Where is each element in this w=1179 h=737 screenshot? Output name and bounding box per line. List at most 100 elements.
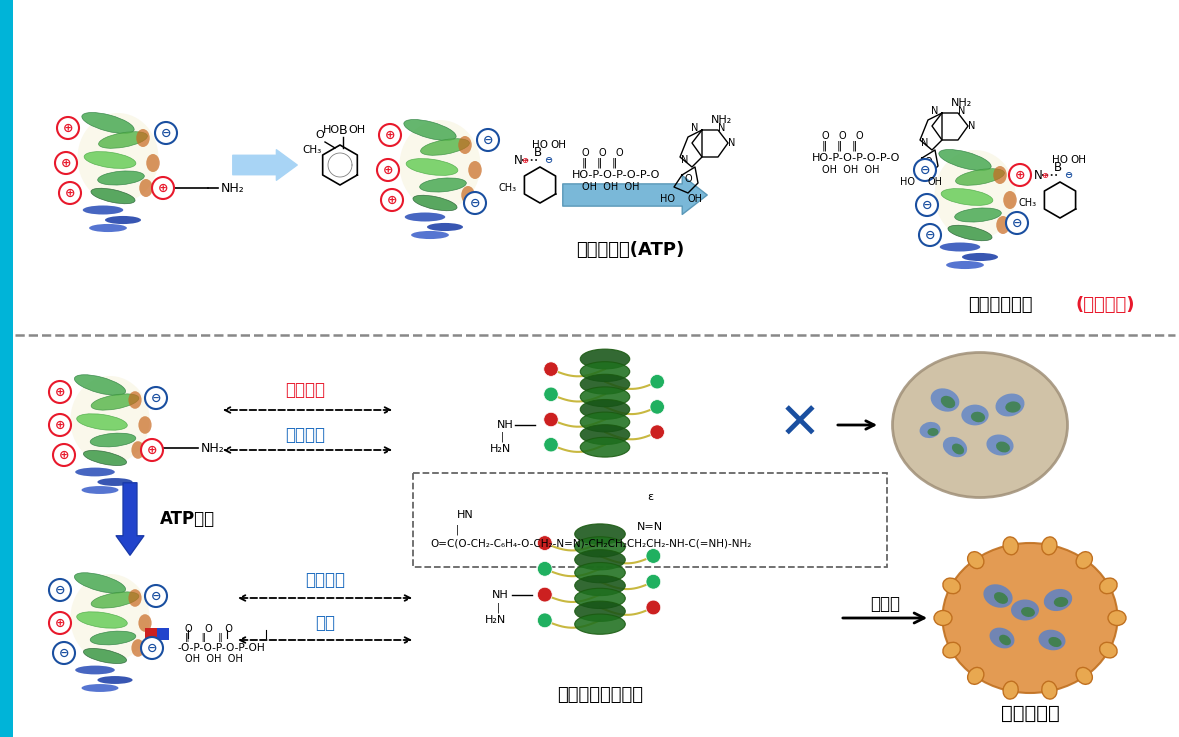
Text: HO: HO <box>1052 155 1068 165</box>
Ellipse shape <box>421 139 469 156</box>
Ellipse shape <box>1039 629 1066 650</box>
Text: N: N <box>959 106 966 116</box>
Text: 静电吸引: 静电吸引 <box>305 571 345 589</box>
Ellipse shape <box>91 592 139 608</box>
Ellipse shape <box>404 119 456 141</box>
Text: NH₂: NH₂ <box>711 115 732 125</box>
Ellipse shape <box>946 261 984 269</box>
Ellipse shape <box>74 374 126 395</box>
Text: ⊖: ⊖ <box>920 164 930 176</box>
Text: 静电吸引: 静电吸引 <box>285 426 325 444</box>
Ellipse shape <box>75 467 114 476</box>
Circle shape <box>377 159 399 181</box>
Text: ⊖: ⊖ <box>54 584 65 596</box>
Text: HO-P-O-P-O-P-O: HO-P-O-P-O-P-O <box>812 153 901 163</box>
Ellipse shape <box>413 195 457 211</box>
Ellipse shape <box>77 612 127 628</box>
Ellipse shape <box>411 231 449 239</box>
Text: N: N <box>931 106 938 116</box>
Text: 盐桥: 盐桥 <box>315 614 335 632</box>
Ellipse shape <box>131 639 145 657</box>
Text: ‖    ‖    ‖: ‖ ‖ ‖ <box>185 634 223 643</box>
Circle shape <box>50 381 71 403</box>
Text: ⊕: ⊕ <box>62 122 73 134</box>
Text: HO: HO <box>660 194 676 204</box>
Ellipse shape <box>968 552 983 568</box>
Circle shape <box>646 600 660 615</box>
Text: ⊕: ⊕ <box>65 186 75 200</box>
Text: N: N <box>691 123 699 133</box>
Ellipse shape <box>74 573 126 593</box>
Ellipse shape <box>146 154 159 172</box>
Text: ✕: ✕ <box>779 401 821 449</box>
Ellipse shape <box>940 242 980 251</box>
Circle shape <box>381 189 403 211</box>
Bar <box>0 0 13 737</box>
Ellipse shape <box>934 610 951 626</box>
Circle shape <box>650 399 665 414</box>
Circle shape <box>57 117 79 139</box>
Text: 三磷酸腺苷(ATP): 三磷酸腺苷(ATP) <box>575 241 684 259</box>
Circle shape <box>477 129 499 151</box>
Text: O: O <box>924 157 931 167</box>
Text: ⊕: ⊕ <box>59 449 70 461</box>
Text: O   O   O: O O O <box>822 131 864 141</box>
Text: HO-P-O-P-O-P-O: HO-P-O-P-O-P-O <box>572 170 660 180</box>
Text: CH₃: CH₃ <box>302 145 322 155</box>
Text: OH: OH <box>687 194 703 204</box>
Ellipse shape <box>427 223 463 231</box>
Text: (强负电荷): (强负电荷) <box>1075 296 1134 314</box>
Ellipse shape <box>98 478 132 486</box>
Ellipse shape <box>968 668 983 684</box>
Ellipse shape <box>580 412 630 432</box>
Text: OH  OH  OH: OH OH OH <box>822 165 880 175</box>
Circle shape <box>141 637 163 659</box>
Text: ATP修饰: ATP修饰 <box>160 510 215 528</box>
Circle shape <box>918 224 941 246</box>
Circle shape <box>650 425 665 439</box>
Ellipse shape <box>406 158 457 175</box>
Text: -O-P-O-P-O-P-OH: -O-P-O-P-O-P-OH <box>177 643 265 654</box>
Text: ⊖: ⊖ <box>151 590 162 603</box>
Text: ⊖: ⊖ <box>59 646 70 660</box>
Circle shape <box>378 124 401 146</box>
Ellipse shape <box>1042 681 1056 699</box>
Text: |: | <box>496 603 500 613</box>
Text: H₂N: H₂N <box>490 444 512 454</box>
Text: 腺苷化蜗白质: 腺苷化蜗白质 <box>968 296 1033 314</box>
Ellipse shape <box>78 113 158 203</box>
Ellipse shape <box>137 129 150 147</box>
Ellipse shape <box>930 388 960 412</box>
Circle shape <box>544 387 558 402</box>
Ellipse shape <box>71 574 150 662</box>
Ellipse shape <box>1054 597 1068 607</box>
Circle shape <box>916 194 938 216</box>
Ellipse shape <box>574 537 625 557</box>
Ellipse shape <box>970 412 986 422</box>
Ellipse shape <box>962 253 997 261</box>
Text: HO: HO <box>901 177 916 187</box>
Ellipse shape <box>920 422 941 438</box>
Circle shape <box>646 574 660 589</box>
Ellipse shape <box>129 391 141 409</box>
Ellipse shape <box>1108 610 1126 626</box>
Circle shape <box>646 548 660 563</box>
Circle shape <box>141 439 163 461</box>
Text: ‖   ‖   ‖: ‖ ‖ ‖ <box>822 141 857 151</box>
Ellipse shape <box>943 643 961 658</box>
Circle shape <box>59 182 81 204</box>
Circle shape <box>1009 164 1030 186</box>
Text: ⊕: ⊕ <box>1041 170 1048 180</box>
Text: ⊖: ⊖ <box>482 133 493 147</box>
Ellipse shape <box>91 631 136 645</box>
Ellipse shape <box>459 136 472 154</box>
Text: B: B <box>534 145 542 158</box>
Ellipse shape <box>77 413 127 430</box>
Ellipse shape <box>98 676 132 684</box>
Text: N=N: N=N <box>637 522 663 532</box>
Circle shape <box>50 414 71 436</box>
Text: N: N <box>514 153 522 167</box>
Text: O: O <box>316 130 324 140</box>
Ellipse shape <box>84 649 126 663</box>
Text: OH: OH <box>1071 155 1086 165</box>
